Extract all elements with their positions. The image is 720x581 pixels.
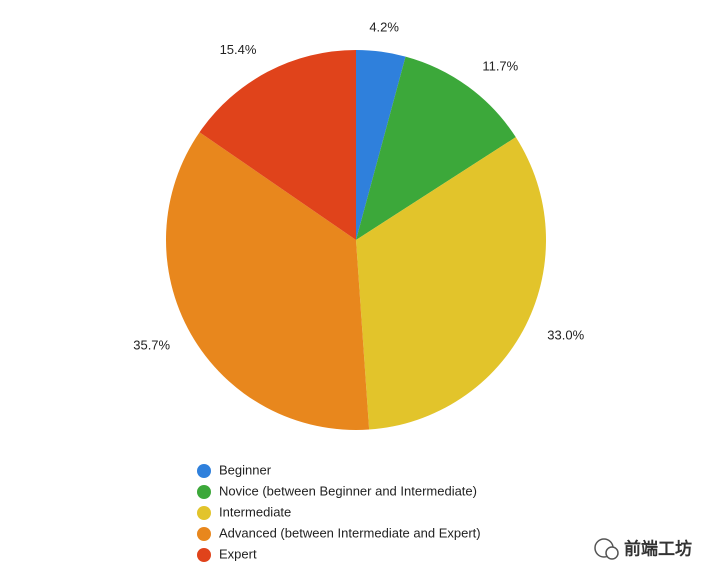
pie-slice bbox=[356, 56, 516, 241]
pie-slice bbox=[199, 50, 356, 240]
legend-label: Intermediate bbox=[219, 504, 291, 519]
pie-slice bbox=[166, 132, 370, 431]
watermark-icon bbox=[605, 546, 619, 560]
data-label: 11.7% bbox=[482, 59, 518, 74]
legend-marker bbox=[197, 485, 211, 499]
data-label: 15.4% bbox=[220, 42, 257, 57]
legend-marker bbox=[197, 464, 211, 478]
watermark-text: 前端工坊 bbox=[624, 538, 692, 558]
pie-slice bbox=[356, 50, 406, 240]
data-label: 33.0% bbox=[547, 327, 584, 342]
pie-slice bbox=[356, 137, 546, 430]
legend-label: Advanced (between Intermediate and Exper… bbox=[219, 525, 481, 540]
data-label: 35.7% bbox=[133, 337, 170, 352]
legend-label: Beginner bbox=[219, 462, 272, 477]
legend-marker bbox=[197, 548, 211, 562]
legend-marker bbox=[197, 527, 211, 541]
legend-marker bbox=[197, 506, 211, 520]
data-label: 4.2% bbox=[369, 19, 399, 34]
legend-label: Expert bbox=[219, 546, 257, 561]
legend-label: Novice (between Beginner and Intermediat… bbox=[219, 483, 477, 498]
watermark: 前端工坊 bbox=[594, 538, 692, 560]
